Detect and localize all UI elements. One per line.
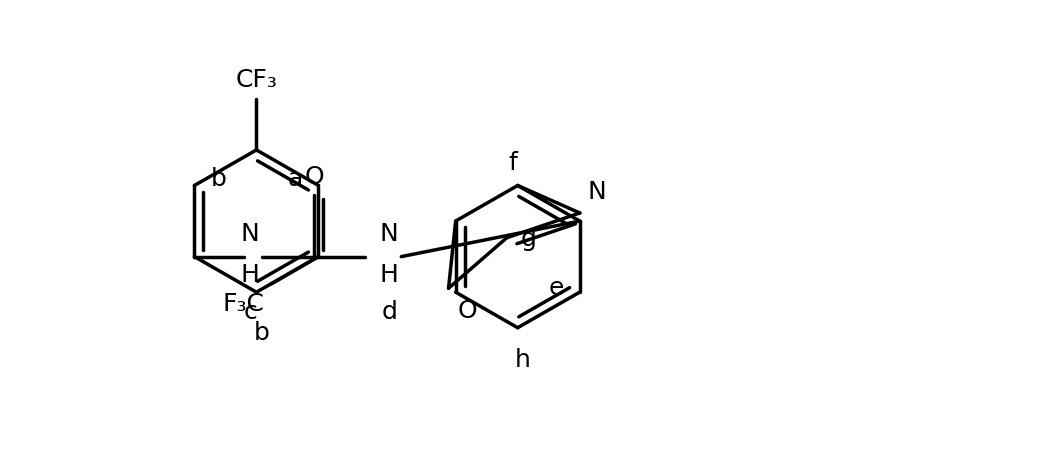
Text: b: b xyxy=(210,166,226,190)
Text: b: b xyxy=(253,320,269,344)
Text: O: O xyxy=(305,165,324,189)
Text: f: f xyxy=(508,150,517,174)
Text: c: c xyxy=(244,299,257,323)
Text: d: d xyxy=(382,299,397,323)
Text: N: N xyxy=(241,221,259,245)
Text: F₃C: F₃C xyxy=(223,291,265,316)
Text: e: e xyxy=(548,276,564,299)
Text: a: a xyxy=(288,166,302,190)
Text: N: N xyxy=(588,179,607,204)
Text: N: N xyxy=(380,221,399,245)
Text: H: H xyxy=(241,262,259,286)
Text: h: h xyxy=(515,348,530,372)
Text: H: H xyxy=(380,262,399,286)
Text: CF₃: CF₃ xyxy=(235,68,277,92)
Text: O: O xyxy=(457,299,477,322)
Text: g: g xyxy=(521,226,537,250)
